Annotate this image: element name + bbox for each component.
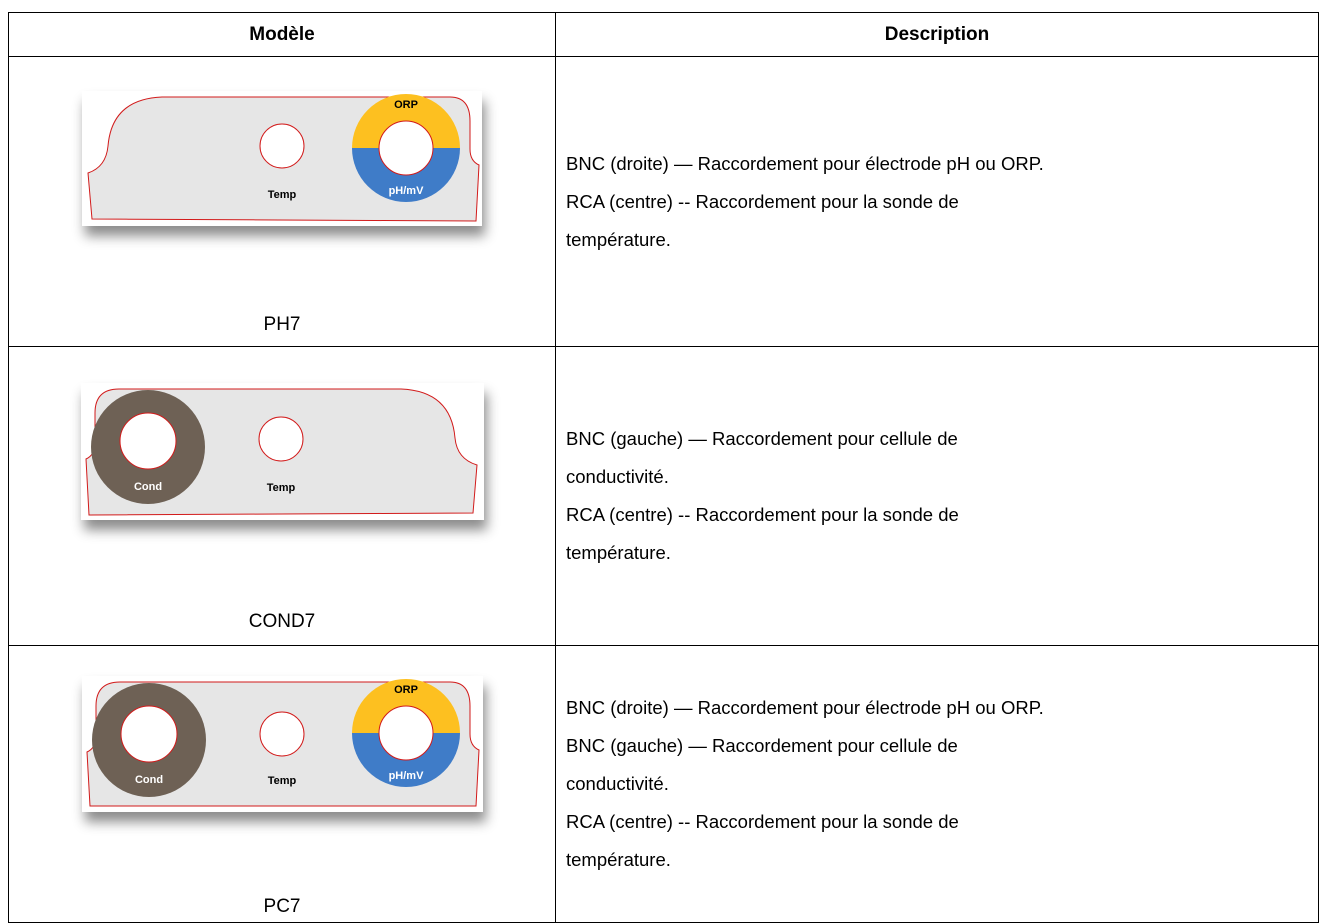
connector-panel: Temp ORP pH/mV (82, 91, 482, 226)
orp-label: ORP (394, 99, 418, 111)
model-cell: Cond Temp ORP pH/mV PC7 (8, 645, 556, 923)
temp-label: Temp (266, 482, 295, 494)
connector-panel: Cond Temp (80, 383, 484, 520)
description-cell: BNC (gauche) — Raccordement pour cellule… (555, 346, 1319, 646)
header-row: Modèle Description (8, 12, 1319, 57)
cond-label: Cond (134, 774, 162, 786)
row: Cond Temp ORP pH/mV PC7 BNC (droite) — R… (8, 645, 1319, 923)
description-line: BNC (droite) — Raccordement pour électro… (566, 152, 1044, 174)
model-cell: Cond Temp COND7 (8, 346, 556, 646)
temp-label: Temp (268, 189, 297, 201)
description-line: BNC (droite) — Raccordement pour électro… (566, 697, 1044, 718)
header-cell: Description (555, 12, 1319, 57)
description-line: RCA (centre) -- Raccordement pour la son… (566, 811, 959, 832)
row: Temp ORP pH/mV PH7 BNC (droite) — Raccor… (8, 56, 1319, 347)
description-line: RCA (centre) -- Raccordement pour la son… (566, 504, 959, 525)
model-cell: Temp ORP pH/mV PH7 (8, 56, 556, 347)
description-line: BNC (gauche) — Raccordement pour cellule… (566, 735, 958, 756)
model-name: PH7 (263, 314, 301, 335)
description-line: température. (566, 849, 671, 870)
cond-label: Cond (133, 481, 161, 493)
row: Cond Temp COND7 BNC (gauche) — Raccordem… (8, 346, 1319, 646)
description-line: RCA (centre) -- Raccordement pour la son… (566, 190, 959, 212)
ph-label: pH/mV (388, 770, 424, 782)
connector-panel: Cond Temp ORP pH/mV (81, 676, 483, 812)
description-cell: BNC (droite) — Raccordement pour électro… (555, 645, 1319, 923)
temp-label: Temp (267, 775, 296, 787)
description-line: température. (566, 542, 671, 563)
header-cell: Modèle (8, 12, 556, 57)
model-name: PC7 (263, 896, 301, 917)
description-cell: BNC (droite) — Raccordement pour électro… (555, 56, 1319, 347)
description-line: conductivité. (566, 466, 669, 487)
model-table: Modèle Description Temp ORP pH/mV PH7 BN… (8, 12, 1319, 923)
description-line: conductivité. (566, 773, 669, 794)
description-line: BNC (gauche) — Raccordement pour cellule… (566, 428, 958, 449)
model-name: COND7 (248, 611, 316, 632)
orp-label: ORP (394, 684, 418, 696)
ph-label: pH/mV (389, 185, 425, 197)
description-line: température. (566, 228, 671, 250)
